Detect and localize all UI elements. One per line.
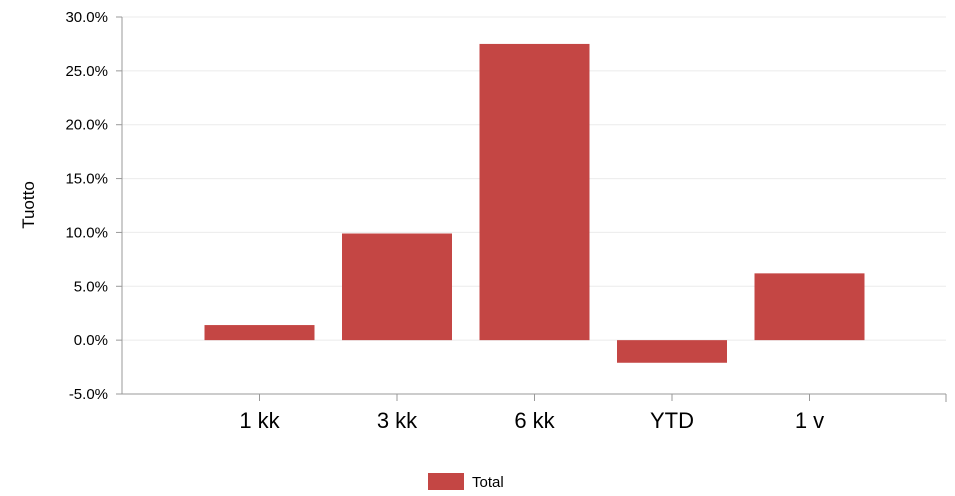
y-tick-label: 10.0% [65, 224, 108, 241]
y-axis-label: Tuotto [19, 181, 38, 229]
axes [116, 16, 947, 402]
legend-label: Total [472, 474, 504, 491]
y-tick-label: 5.0% [74, 278, 108, 295]
y-tick-label: 15.0% [65, 171, 108, 188]
y-tick-label: 0.0% [74, 332, 108, 349]
bar[interactable] [342, 233, 452, 341]
y-tick-label: 20.0% [65, 117, 108, 134]
y-tick-label: 25.0% [65, 63, 108, 80]
x-tick-label: YTD [650, 408, 694, 433]
bar[interactable] [204, 325, 315, 341]
y-tick-label: 30.0% [65, 9, 108, 26]
legend-swatch [428, 473, 464, 490]
legend[interactable]: Total [428, 473, 504, 491]
x-tick-label: 1 v [795, 408, 824, 433]
x-tick-label: 1 kk [239, 408, 280, 433]
x-tick-label: 6 kk [514, 408, 555, 433]
axis-labels: Tuotto -5.0% 0.0% 5.0% 10.0% 15.0% 20.0% 25.0%… [19, 9, 824, 433]
bar[interactable] [617, 340, 727, 363]
bar[interactable] [754, 273, 865, 341]
bar[interactable] [479, 43, 590, 341]
bars [204, 43, 865, 363]
x-tick-label: 3 kk [377, 408, 418, 433]
y-tick-label: -5.0% [69, 386, 108, 403]
